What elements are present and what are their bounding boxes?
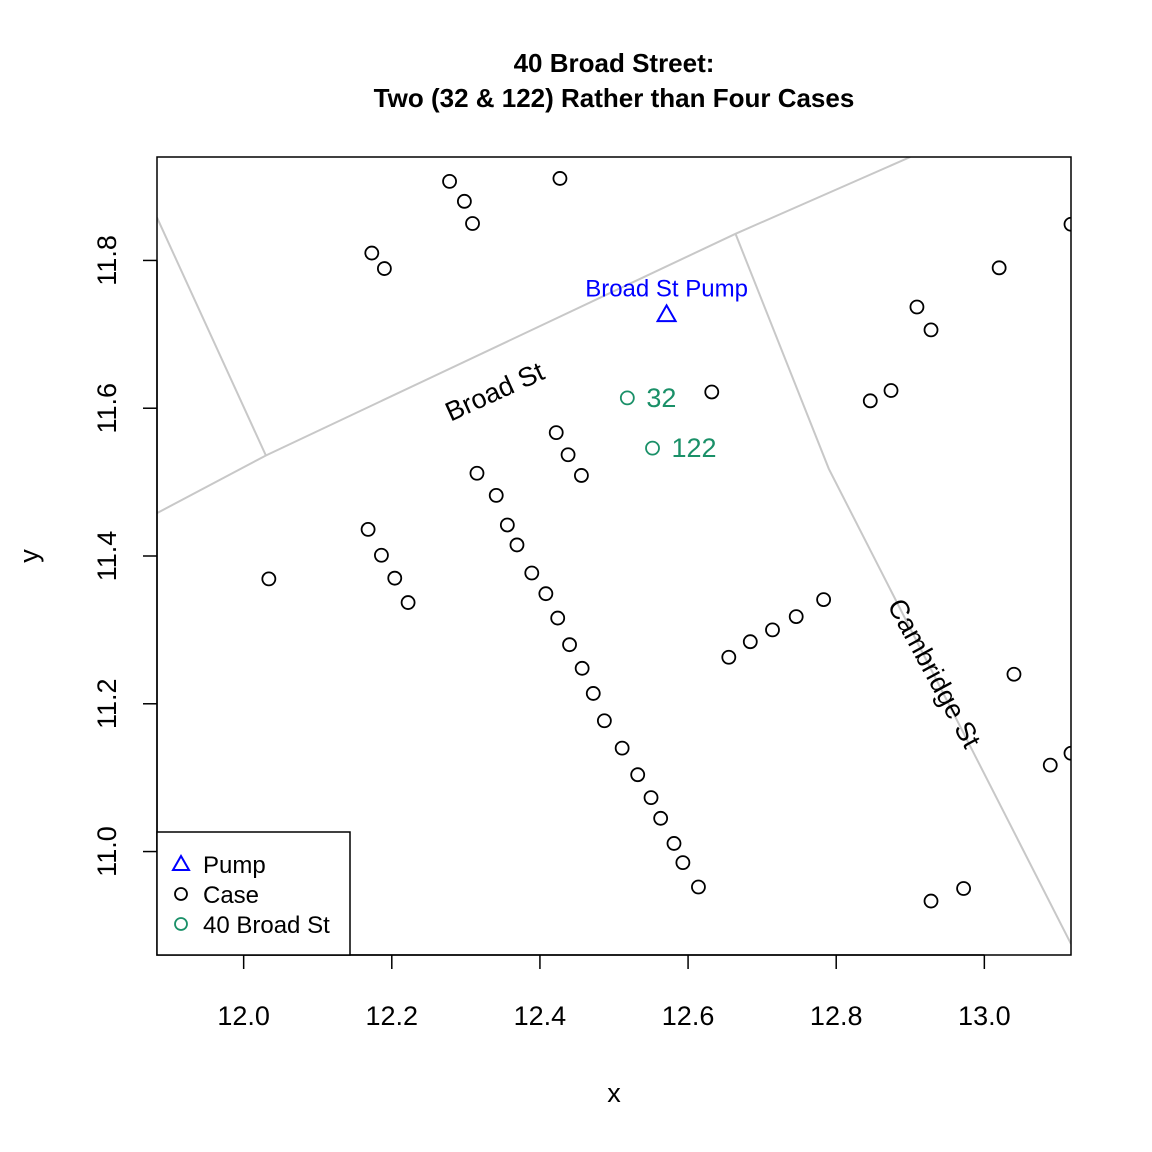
y-tick-label: 11.2 [92, 679, 122, 730]
legend-pump-marker [171, 853, 191, 871]
case-point [596, 713, 612, 729]
legend-label: Case [203, 882, 259, 909]
legend-entries: Pump Case 40 Broad St [171, 852, 330, 939]
x-axis: 12.0 12.2 12.4 12.6 12.8 13.0 [217, 954, 1011, 1031]
case-point [816, 592, 832, 607]
case-number-label: 122 [672, 433, 717, 463]
broad-st-case-point [619, 390, 635, 406]
case-point [442, 173, 457, 189]
case-point [1042, 757, 1058, 773]
y-tick-label: 11.6 [92, 383, 122, 434]
case-point [524, 565, 540, 581]
x-tick-label: 12.6 [662, 1001, 715, 1031]
legend-label: 40 Broad St [203, 912, 330, 939]
case-point [675, 855, 691, 871]
road-layer [157, 157, 1071, 945]
point-layer [261, 171, 1071, 909]
broad-st-case-point [645, 440, 660, 456]
case-point [956, 881, 972, 896]
case-point [360, 522, 376, 537]
case-point [765, 622, 780, 638]
case-number-label: 32 [646, 383, 676, 413]
case-point [923, 322, 939, 338]
case-point [456, 193, 472, 209]
case-point [1006, 666, 1022, 682]
legend: Pump Case 40 Broad St [156, 831, 351, 956]
case-point [991, 260, 1007, 276]
case-point [376, 261, 392, 276]
case-point [538, 586, 554, 602]
case-point [562, 637, 577, 653]
case-point [862, 393, 878, 409]
case-point [704, 384, 720, 400]
y-axis-label: y [14, 549, 44, 563]
case-point [585, 686, 601, 701]
legend-box [156, 831, 351, 956]
case-point [643, 790, 659, 806]
case-point [552, 171, 568, 186]
legend-circle-marker [174, 917, 188, 931]
road-line [157, 157, 911, 514]
case-point [574, 660, 590, 676]
case-point [630, 767, 646, 783]
case-point [548, 425, 564, 441]
road-line [157, 217, 267, 456]
pump-marker [655, 303, 678, 323]
chart-title: 40 Broad Street: [514, 48, 715, 78]
case-point [364, 245, 380, 261]
case-point [1063, 216, 1071, 232]
case-point [261, 571, 277, 587]
pump-label: Broad St Pump [585, 275, 748, 302]
case-point [666, 836, 682, 851]
x-tick-label: 13.0 [958, 1001, 1011, 1031]
case-point [499, 517, 515, 533]
case-point [923, 893, 939, 909]
x-tick-label: 12.4 [514, 1001, 567, 1031]
road-line [734, 233, 1071, 945]
case-point [560, 447, 576, 463]
case-point [721, 649, 737, 665]
x-tick-label: 12.0 [217, 1001, 270, 1031]
case-point [1063, 745, 1071, 761]
case-point [509, 537, 525, 553]
case-point [691, 879, 706, 895]
chart-subtitle: Two (32 & 122) Rather than Four Cases [374, 83, 855, 113]
point-label-layer: 32 122 Broad St Pump [585, 275, 748, 463]
case-point [909, 299, 925, 315]
case-point [387, 570, 403, 586]
y-tick-label: 11.0 [92, 826, 122, 877]
case-point [469, 465, 485, 481]
case-point [883, 383, 899, 398]
legend-label: Pump [203, 852, 266, 879]
case-point [574, 468, 589, 483]
case-point [550, 610, 566, 626]
case-point [400, 595, 416, 610]
case-point [488, 488, 504, 503]
y-tick-label: 11.4 [92, 531, 122, 582]
case-point [614, 740, 630, 756]
case-point [374, 547, 389, 563]
y-axis: 11.0 11.2 11.4 11.6 11.8 [92, 235, 158, 877]
x-tick-label: 12.2 [366, 1001, 419, 1031]
case-point [742, 634, 758, 650]
x-tick-label: 12.8 [810, 1001, 863, 1031]
legend-circle-marker [174, 887, 188, 901]
case-point [653, 810, 669, 826]
case-point [788, 609, 804, 624]
x-axis-label: x [607, 1078, 621, 1108]
case-point [465, 216, 480, 231]
y-tick-label: 11.8 [92, 235, 122, 286]
